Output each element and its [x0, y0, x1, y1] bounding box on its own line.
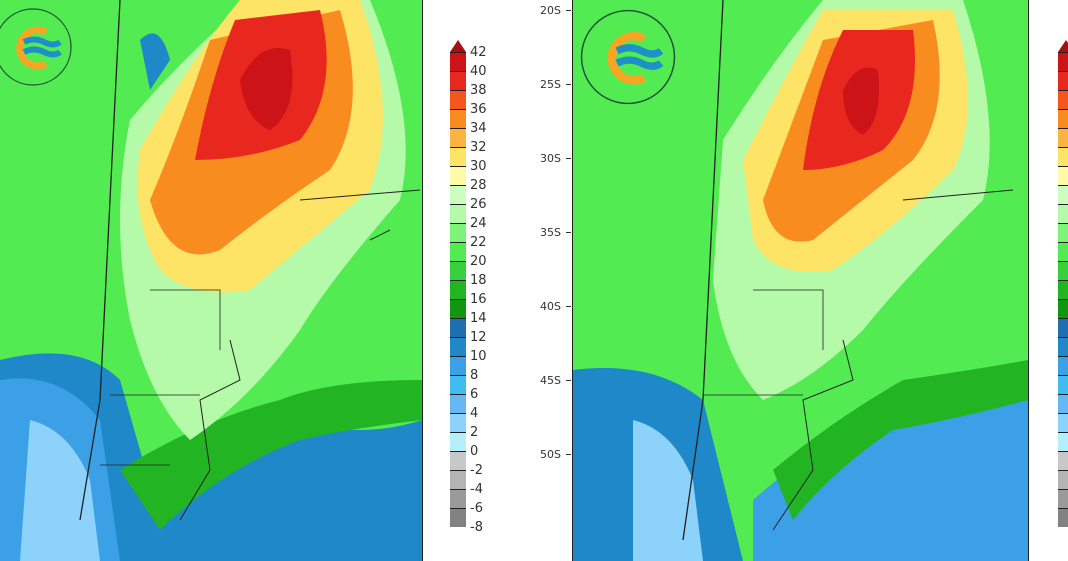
- latitude-label: 30S: [540, 152, 571, 165]
- legend-swatch: [450, 413, 466, 432]
- legend-swatch: [1058, 508, 1068, 527]
- legend-label: 4: [470, 406, 479, 421]
- legend-swatch: [450, 128, 466, 147]
- legend-label: 6: [470, 387, 479, 402]
- legend-swatch: [450, 489, 466, 508]
- legend-swatch: [1058, 356, 1068, 375]
- legend-label: 14: [470, 311, 487, 326]
- legend-swatch: [450, 242, 466, 261]
- legend-label: 28: [470, 178, 487, 193]
- legend-swatch: [450, 280, 466, 299]
- legend-label: 24: [470, 216, 487, 231]
- legend-label: -6: [470, 501, 483, 516]
- legend-label: 0: [470, 444, 479, 459]
- legend-swatch: [450, 71, 466, 90]
- legend-swatch: [1058, 337, 1068, 356]
- legend-swatch: [1058, 413, 1068, 432]
- legend-swatch: [1058, 299, 1068, 318]
- legend-label: 30: [470, 159, 487, 174]
- legend-label: 36: [470, 102, 487, 117]
- legend-swatch: [450, 508, 466, 527]
- temperature-map-left: [0, 0, 423, 561]
- legend-swatch: [1058, 375, 1068, 394]
- legend-label: 38: [470, 83, 487, 98]
- legend-swatch: [450, 147, 466, 166]
- latitude-label: 25S: [540, 78, 571, 91]
- legend-swatch: [1058, 280, 1068, 299]
- legend-swatch: [1058, 394, 1068, 413]
- legend-swatch: [1058, 223, 1068, 242]
- legend-swatch: [450, 166, 466, 185]
- legend-swatch: [450, 470, 466, 489]
- legend-swatch: [1058, 128, 1068, 147]
- legend-label: 42: [470, 45, 487, 60]
- legend-label: 12: [470, 330, 487, 345]
- legend-label: 8: [470, 368, 479, 383]
- latitude-label: 20S: [540, 4, 571, 17]
- legend-swatch: [450, 451, 466, 470]
- legend-swatch: [450, 299, 466, 318]
- legend-arrow: [1058, 40, 1068, 52]
- legend-swatch: [1058, 470, 1068, 489]
- legend-label: 10: [470, 349, 487, 364]
- legend-swatch: [450, 432, 466, 451]
- legend-label: 22: [470, 235, 487, 250]
- legend-label: -8: [470, 520, 483, 535]
- legend-label: -2: [470, 463, 483, 478]
- latitude-label: 45S: [540, 374, 571, 387]
- legend-swatch: [450, 185, 466, 204]
- legend-swatch: [1058, 261, 1068, 280]
- legend-swatch: [1058, 90, 1068, 109]
- legend-swatch: [1058, 451, 1068, 470]
- legend-swatch: [450, 261, 466, 280]
- legend-swatch: [1058, 185, 1068, 204]
- legend-swatch: [1058, 71, 1068, 90]
- legend-swatch: [450, 52, 466, 71]
- legend-label: 2: [470, 425, 479, 440]
- legend-label: 34: [470, 121, 487, 136]
- legend-label: 16: [470, 292, 487, 307]
- legend-swatch: [450, 356, 466, 375]
- legend-label: 32: [470, 140, 487, 155]
- legend-swatch: [450, 204, 466, 223]
- latitude-label: 50S: [540, 448, 571, 461]
- legend-label: 26: [470, 197, 487, 212]
- legend-swatch: [450, 375, 466, 394]
- legend-swatch: [1058, 109, 1068, 128]
- legend-label: -4: [470, 482, 483, 497]
- legend-arrow: [450, 40, 466, 52]
- map-field-left: [0, 0, 422, 561]
- legend-swatch: [1058, 204, 1068, 223]
- temperature-map-right: [572, 0, 1029, 561]
- legend-swatch: [450, 109, 466, 128]
- latitude-label: 35S: [540, 226, 571, 239]
- latitude-label: 40S: [540, 300, 571, 313]
- legend-swatch: [1058, 147, 1068, 166]
- legend-label: 40: [470, 64, 487, 79]
- legend-swatch: [1058, 242, 1068, 261]
- map-field-right: [573, 0, 1028, 561]
- legend-swatch: [1058, 489, 1068, 508]
- legend-swatch: [450, 90, 466, 109]
- legend-swatch: [1058, 432, 1068, 451]
- legend-swatch: [1058, 318, 1068, 337]
- legend-label: 18: [470, 273, 487, 288]
- legend-label: 20: [470, 254, 487, 269]
- legend-swatch: [450, 337, 466, 356]
- legend-swatch: [450, 318, 466, 337]
- legend-swatch: [450, 223, 466, 242]
- legend-swatch: [450, 394, 466, 413]
- legend-swatch: [1058, 52, 1068, 71]
- legend-swatch: [1058, 166, 1068, 185]
